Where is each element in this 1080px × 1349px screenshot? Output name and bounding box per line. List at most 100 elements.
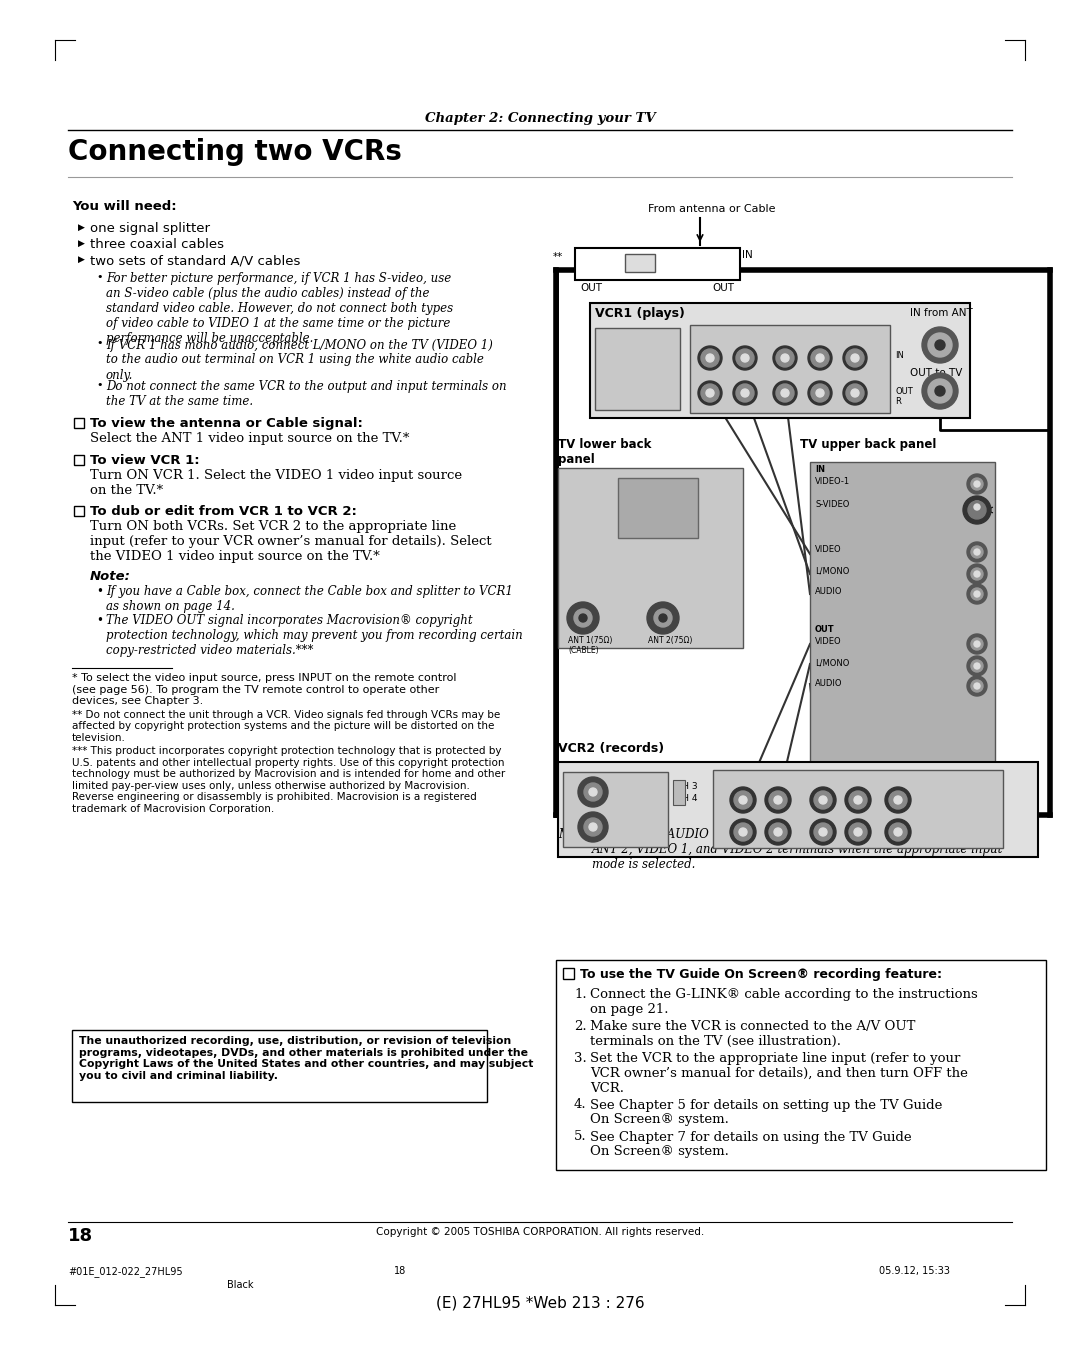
Text: Do not connect the same VCR to the output and input terminals on
the TV at the s: Do not connect the same VCR to the outpu… xyxy=(106,380,507,407)
Circle shape xyxy=(774,796,782,804)
Circle shape xyxy=(814,823,832,840)
Circle shape xyxy=(773,345,797,370)
Text: You will need:: You will need: xyxy=(72,200,177,213)
Circle shape xyxy=(974,549,980,554)
Circle shape xyxy=(741,353,750,362)
Circle shape xyxy=(819,828,827,836)
Text: S-VIDEO: S-VIDEO xyxy=(815,500,849,509)
Text: VIDEO: VIDEO xyxy=(815,545,841,554)
Text: AUDIO: AUDIO xyxy=(815,587,842,596)
Circle shape xyxy=(773,380,797,405)
Text: IN: IN xyxy=(895,351,904,360)
Circle shape xyxy=(885,786,912,813)
Circle shape xyxy=(963,496,991,523)
Circle shape xyxy=(781,389,789,397)
Circle shape xyxy=(701,349,719,367)
Text: ▶: ▶ xyxy=(78,239,85,248)
Circle shape xyxy=(967,656,987,676)
Circle shape xyxy=(967,542,987,563)
Circle shape xyxy=(730,786,756,813)
Text: (E) 27HL95 *Web 213 : 276: (E) 27HL95 *Web 213 : 276 xyxy=(435,1295,645,1310)
Circle shape xyxy=(810,786,836,813)
Text: To view VCR 1:: To view VCR 1: xyxy=(90,455,200,467)
Text: L/MONO: L/MONO xyxy=(815,660,849,668)
Circle shape xyxy=(730,819,756,844)
Text: VIDEO: VIDEO xyxy=(730,331,760,341)
Circle shape xyxy=(589,788,597,796)
Text: *** This product incorporates copyright protection technology that is protected : *** This product incorporates copyright … xyxy=(72,746,505,813)
Circle shape xyxy=(811,349,829,367)
Circle shape xyxy=(578,812,608,842)
Circle shape xyxy=(659,614,667,622)
Text: L              R: L R xyxy=(721,339,769,348)
Circle shape xyxy=(777,349,794,367)
Text: ANT 1(75Ω)
(CABLE): ANT 1(75Ω) (CABLE) xyxy=(568,635,612,656)
Text: #01E_012-022_27HL95: #01E_012-022_27HL95 xyxy=(68,1265,183,1278)
Circle shape xyxy=(845,786,870,813)
Text: IN from ANT: IN from ANT xyxy=(613,789,667,799)
Text: L: L xyxy=(876,772,880,781)
Text: IN: IN xyxy=(742,250,753,260)
Text: * To select the video input source, press INPUT on the remote control
(see page : * To select the video input source, pres… xyxy=(72,673,457,706)
Circle shape xyxy=(935,386,945,397)
Bar xyxy=(558,468,743,648)
Text: For better picture performance, if VCR 1 has S-video, use
an S-video cable (plus: For better picture performance, if VCR 1… xyxy=(106,272,454,345)
Circle shape xyxy=(967,473,987,494)
Circle shape xyxy=(843,345,867,370)
Circle shape xyxy=(698,345,723,370)
Text: The unauthorized recording, use, distribution, or revision of television
program: The unauthorized recording, use, distrib… xyxy=(79,1036,534,1081)
Circle shape xyxy=(816,389,824,397)
Text: See Chapter 7 for details on using the TV Guide
On Screen® system.: See Chapter 7 for details on using the T… xyxy=(590,1130,912,1159)
Circle shape xyxy=(734,823,752,840)
Text: 18: 18 xyxy=(394,1265,406,1276)
Circle shape xyxy=(974,662,980,669)
Circle shape xyxy=(774,828,782,836)
Circle shape xyxy=(584,782,602,801)
Bar xyxy=(75,455,84,465)
Text: Make sure the VCR is connected to the A/V OUT
terminals on the TV (see illustrat: Make sure the VCR is connected to the A/… xyxy=(590,1020,916,1048)
Text: Signal splitter: Signal splitter xyxy=(630,256,724,268)
Circle shape xyxy=(781,353,789,362)
Text: OUT: OUT xyxy=(815,625,835,634)
Circle shape xyxy=(974,482,980,487)
Bar xyxy=(590,304,970,418)
Bar xyxy=(810,461,995,803)
Circle shape xyxy=(706,353,714,362)
Circle shape xyxy=(845,819,870,844)
Bar xyxy=(690,325,890,413)
Text: OUT: OUT xyxy=(580,283,602,293)
Circle shape xyxy=(971,478,983,490)
Circle shape xyxy=(765,786,791,813)
Circle shape xyxy=(843,380,867,405)
Circle shape xyxy=(854,796,862,804)
Circle shape xyxy=(889,823,907,840)
Circle shape xyxy=(578,777,608,807)
Text: The VIDEO/AUDIO OUT terminals output signals from the ANT 1,
ANT 2, VIDEO 1, and: The VIDEO/AUDIO OUT terminals output sig… xyxy=(592,828,1003,871)
Circle shape xyxy=(922,374,958,409)
Text: •: • xyxy=(96,272,103,282)
Circle shape xyxy=(967,676,987,696)
Text: TV lower back
panel: TV lower back panel xyxy=(558,438,651,465)
Circle shape xyxy=(974,505,980,510)
Circle shape xyxy=(971,680,983,692)
Text: To dub or edit from VCR 1 to VCR 2:: To dub or edit from VCR 1 to VCR 2: xyxy=(90,505,356,518)
Text: CH 4: CH 4 xyxy=(676,795,698,803)
Text: VIDEO: VIDEO xyxy=(815,637,841,646)
Circle shape xyxy=(567,602,599,634)
Circle shape xyxy=(928,333,951,357)
Text: OUT: OUT xyxy=(712,283,734,293)
Text: L/MONO: L/MONO xyxy=(815,567,849,576)
Circle shape xyxy=(974,591,980,598)
Bar xyxy=(563,969,573,979)
Circle shape xyxy=(935,340,945,349)
Circle shape xyxy=(885,819,912,844)
Bar xyxy=(625,254,654,272)
Circle shape xyxy=(810,819,836,844)
Text: VIDEO: VIDEO xyxy=(764,772,792,781)
Text: 18: 18 xyxy=(68,1228,93,1245)
Text: HDMI: HDMI xyxy=(623,483,650,492)
Text: Turn ON VCR 1. Select the VIDEO 1 video input source
on the TV.*: Turn ON VCR 1. Select the VIDEO 1 video … xyxy=(90,469,462,496)
Text: CH 3: CH 3 xyxy=(600,335,622,344)
Text: IN: IN xyxy=(815,465,825,473)
Text: R: R xyxy=(895,397,901,406)
